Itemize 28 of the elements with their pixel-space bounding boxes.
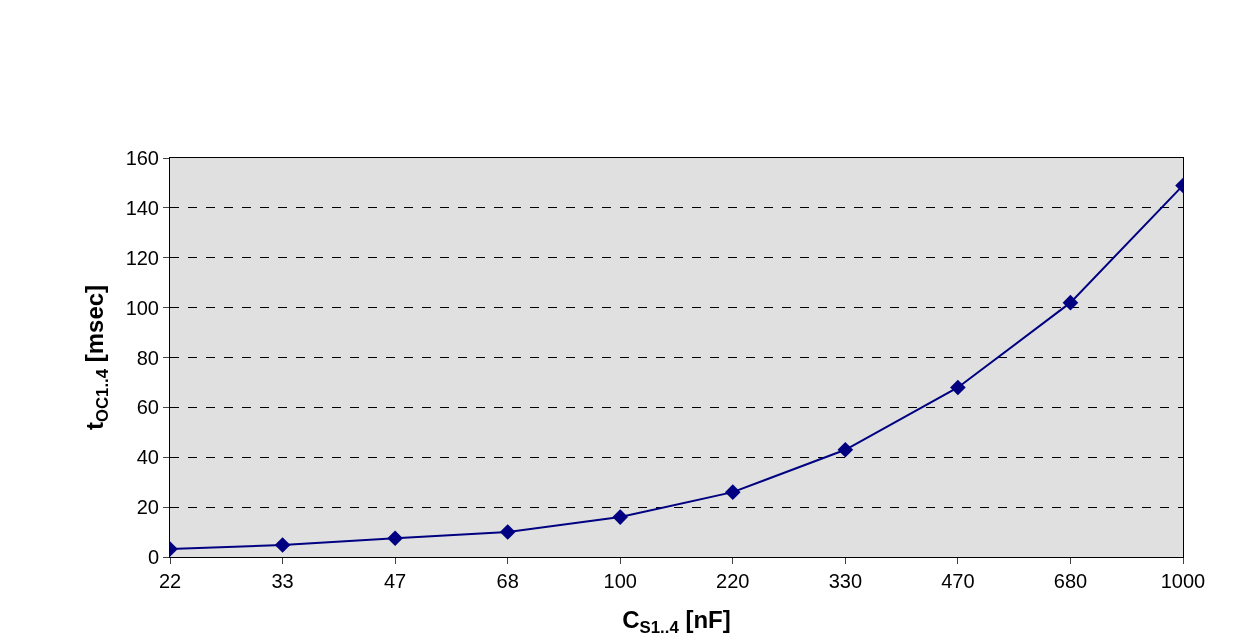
x-tick-label: 33 [271,570,294,592]
y-tick-label: 120 [125,246,159,269]
point [499,524,516,540]
point [612,509,629,525]
y-tick-label: 20 [136,496,159,519]
point [387,530,403,547]
y-tick-label: 0 [147,546,159,568]
x-tick-label: 1000 [1160,570,1206,592]
y-tick-label: 100 [125,296,159,319]
point [274,537,291,553]
point [724,484,741,500]
point [950,379,966,396]
x-tick-label: 680 [1053,570,1088,592]
point [837,441,854,458]
x-tick-label: 330 [828,570,863,592]
y-tick-label: 160 [125,147,159,169]
x-tick-label: 100 [603,570,637,592]
y-tick-label: 60 [136,396,159,419]
y-tick-label: 40 [136,446,159,469]
x-tick-label: 22 [158,570,182,592]
y-tick-label: 80 [136,346,159,369]
x-tick-label: 47 [383,570,407,592]
x-tick-label: 220 [716,570,750,592]
x-axis-title: C$_{S1..4}$ [nF] [622,606,731,638]
x-tick-label: 470 [941,570,975,592]
y-tick-label: 140 [125,196,159,219]
x-tick-label: 68 [496,570,519,592]
point [1062,294,1079,311]
